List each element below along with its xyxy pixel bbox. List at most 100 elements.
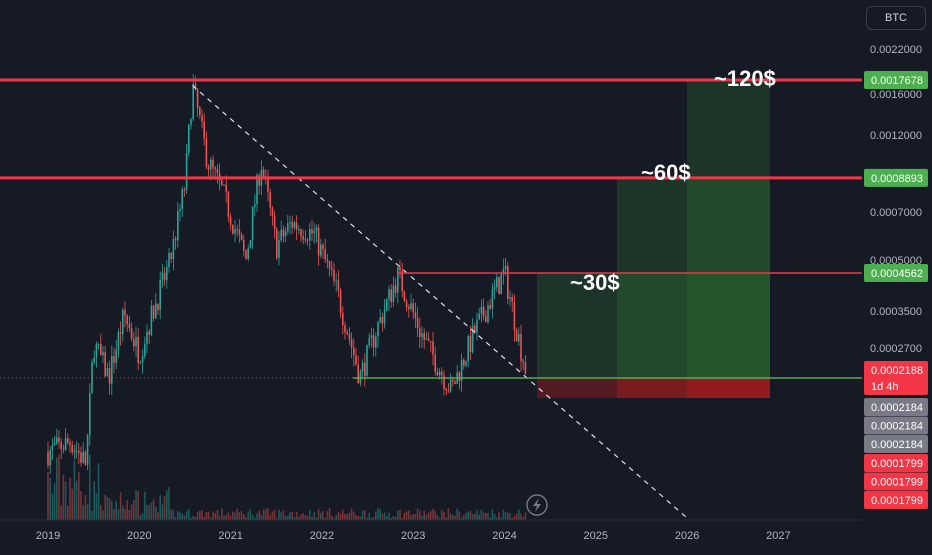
volume-bar [174,516,177,520]
volume-bar [507,512,509,520]
volume-bar [524,512,527,520]
lightning-icon[interactable] [526,494,548,516]
candle-body [214,167,216,170]
candle-body [251,206,254,241]
candle-body [355,355,357,365]
candle-body [148,331,150,335]
volume-bar [152,499,155,520]
candle-body [49,450,51,466]
loss-zone[interactable] [687,378,770,398]
time-tick-label: 2026 [675,530,699,542]
price-tick-label: 0.0016000 [870,89,922,101]
volume-bar [223,515,225,520]
volume-bar [214,512,216,520]
candle-body [377,322,379,337]
candle-body [247,248,249,259]
volume-bar [53,483,56,520]
volume-bar [133,500,135,520]
volume-bar [300,514,302,520]
profit-zone[interactable] [617,177,770,378]
candle-body [498,277,500,295]
candle-body [60,442,62,450]
candle-body [370,335,373,339]
volume-bar [115,500,117,520]
volume-bar [236,508,238,520]
candle-body [108,368,111,384]
volume-bar [240,510,243,520]
candle-body [267,178,269,193]
volume-bar [100,504,102,520]
volume-bar [210,517,212,520]
candle-body [460,359,463,381]
candle-body [201,115,203,122]
candle-body [102,352,104,356]
candle-body [232,224,234,234]
candle-body [379,316,381,323]
candle-body [436,371,439,376]
lightning-icon-glyph [533,498,541,512]
volume-bar [348,512,351,520]
candle-body [243,240,245,251]
volume-bar [515,513,518,520]
candle-body [177,210,179,241]
volume-bar [216,510,219,520]
volume-bar [304,514,307,520]
volume-bar [287,515,289,520]
candle-body [445,388,447,391]
loss-zone[interactable] [537,378,770,398]
candle-body [313,230,315,234]
target-label: ~120$ [714,66,776,91]
volume-bar [377,508,379,520]
candle-body [152,305,155,319]
candle-body [390,289,392,303]
volume-bar [520,513,522,520]
volume-bar [124,509,126,520]
candle-body [89,393,91,436]
candle-body [64,438,67,451]
volume-bar [128,509,131,520]
candle-body [291,221,293,228]
candle-body [372,335,375,348]
candle-body [467,336,469,362]
volume-bar [478,514,480,520]
candle-body [84,451,87,465]
candle-body [190,119,192,126]
candle-body [353,347,355,356]
volume-bar [227,512,230,520]
volume-bar [135,490,137,520]
candle-body [392,285,395,303]
candle-body [236,229,238,231]
target-label: ~30$ [570,270,620,295]
volume-bar [91,510,93,520]
volume-bar [137,490,139,520]
candle-body [333,269,335,281]
volume-bar [500,517,502,520]
profit-zone[interactable] [687,80,770,378]
volume-bar [196,512,199,520]
level-price-tag [864,71,928,89]
volume-bar [471,514,474,520]
candle-body [419,328,421,338]
candle-body [216,169,219,174]
candle-body [337,280,340,291]
current-price-tag [864,361,928,395]
candle-body [284,231,287,237]
candle-body [212,159,214,168]
volume-bar [317,509,320,520]
candle-body [513,301,516,331]
loss-zone[interactable] [617,378,770,398]
volume-bar [181,513,183,520]
candle-body [366,345,368,376]
candle-body [300,229,302,237]
candle-body [520,333,522,361]
symbol-label[interactable]: BTC [866,6,926,30]
volume-bar [254,517,256,520]
price-tick-label: 0.0002700 [870,343,922,355]
volume-bar [188,508,190,520]
volume-bar [192,515,194,520]
stop-price-tag-text: 0.0001799 [871,495,923,507]
profit-zone[interactable] [537,273,770,378]
entry-price-tag [864,398,928,416]
